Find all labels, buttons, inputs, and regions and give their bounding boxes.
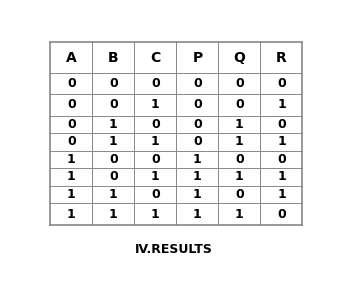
Text: 1: 1	[109, 118, 118, 131]
Text: C: C	[150, 51, 160, 64]
Text: 0: 0	[67, 98, 76, 111]
Text: 1: 1	[235, 135, 244, 148]
Text: 0: 0	[235, 98, 244, 111]
Text: 1: 1	[193, 208, 202, 221]
Text: 0: 0	[193, 77, 202, 90]
Text: 1: 1	[193, 153, 202, 166]
Text: 1: 1	[67, 208, 76, 221]
Text: 0: 0	[67, 118, 76, 131]
Text: 1: 1	[193, 188, 202, 201]
Text: 1: 1	[109, 208, 118, 221]
Text: 0: 0	[235, 77, 244, 90]
Text: IV.RESULTS: IV.RESULTS	[135, 243, 213, 256]
Text: A: A	[66, 51, 77, 64]
Text: 0: 0	[235, 153, 244, 166]
Text: 1: 1	[67, 153, 76, 166]
Text: Q: Q	[234, 51, 245, 64]
Text: 0: 0	[235, 188, 244, 201]
Text: 0: 0	[277, 208, 286, 221]
Text: 1: 1	[277, 188, 286, 201]
Text: 1: 1	[151, 208, 160, 221]
Text: 1: 1	[151, 135, 160, 148]
Text: 0: 0	[193, 98, 202, 111]
Text: 0: 0	[277, 118, 286, 131]
Text: 1: 1	[277, 135, 286, 148]
Text: 1: 1	[109, 188, 118, 201]
Text: B: B	[108, 51, 119, 64]
Text: 1: 1	[193, 170, 202, 183]
Text: 0: 0	[151, 118, 160, 131]
Text: 0: 0	[109, 77, 118, 90]
Text: 0: 0	[277, 153, 286, 166]
Text: 0: 0	[67, 135, 76, 148]
Text: 0: 0	[151, 77, 160, 90]
Text: 0: 0	[151, 188, 160, 201]
Text: 1: 1	[67, 170, 76, 183]
Text: 1: 1	[277, 170, 286, 183]
Text: 1: 1	[277, 98, 286, 111]
Text: P: P	[192, 51, 202, 64]
Text: 1: 1	[235, 170, 244, 183]
Text: 1: 1	[235, 208, 244, 221]
Text: 0: 0	[193, 135, 202, 148]
Text: 1: 1	[235, 118, 244, 131]
Text: 0: 0	[109, 170, 118, 183]
Text: 0: 0	[67, 77, 76, 90]
Text: 0: 0	[109, 98, 118, 111]
Text: 1: 1	[151, 170, 160, 183]
Text: 0: 0	[109, 153, 118, 166]
Text: 0: 0	[277, 77, 286, 90]
Text: 1: 1	[67, 188, 76, 201]
Text: R: R	[276, 51, 287, 64]
Text: 1: 1	[109, 135, 118, 148]
Text: 0: 0	[151, 153, 160, 166]
Text: 0: 0	[193, 118, 202, 131]
Text: 1: 1	[151, 98, 160, 111]
